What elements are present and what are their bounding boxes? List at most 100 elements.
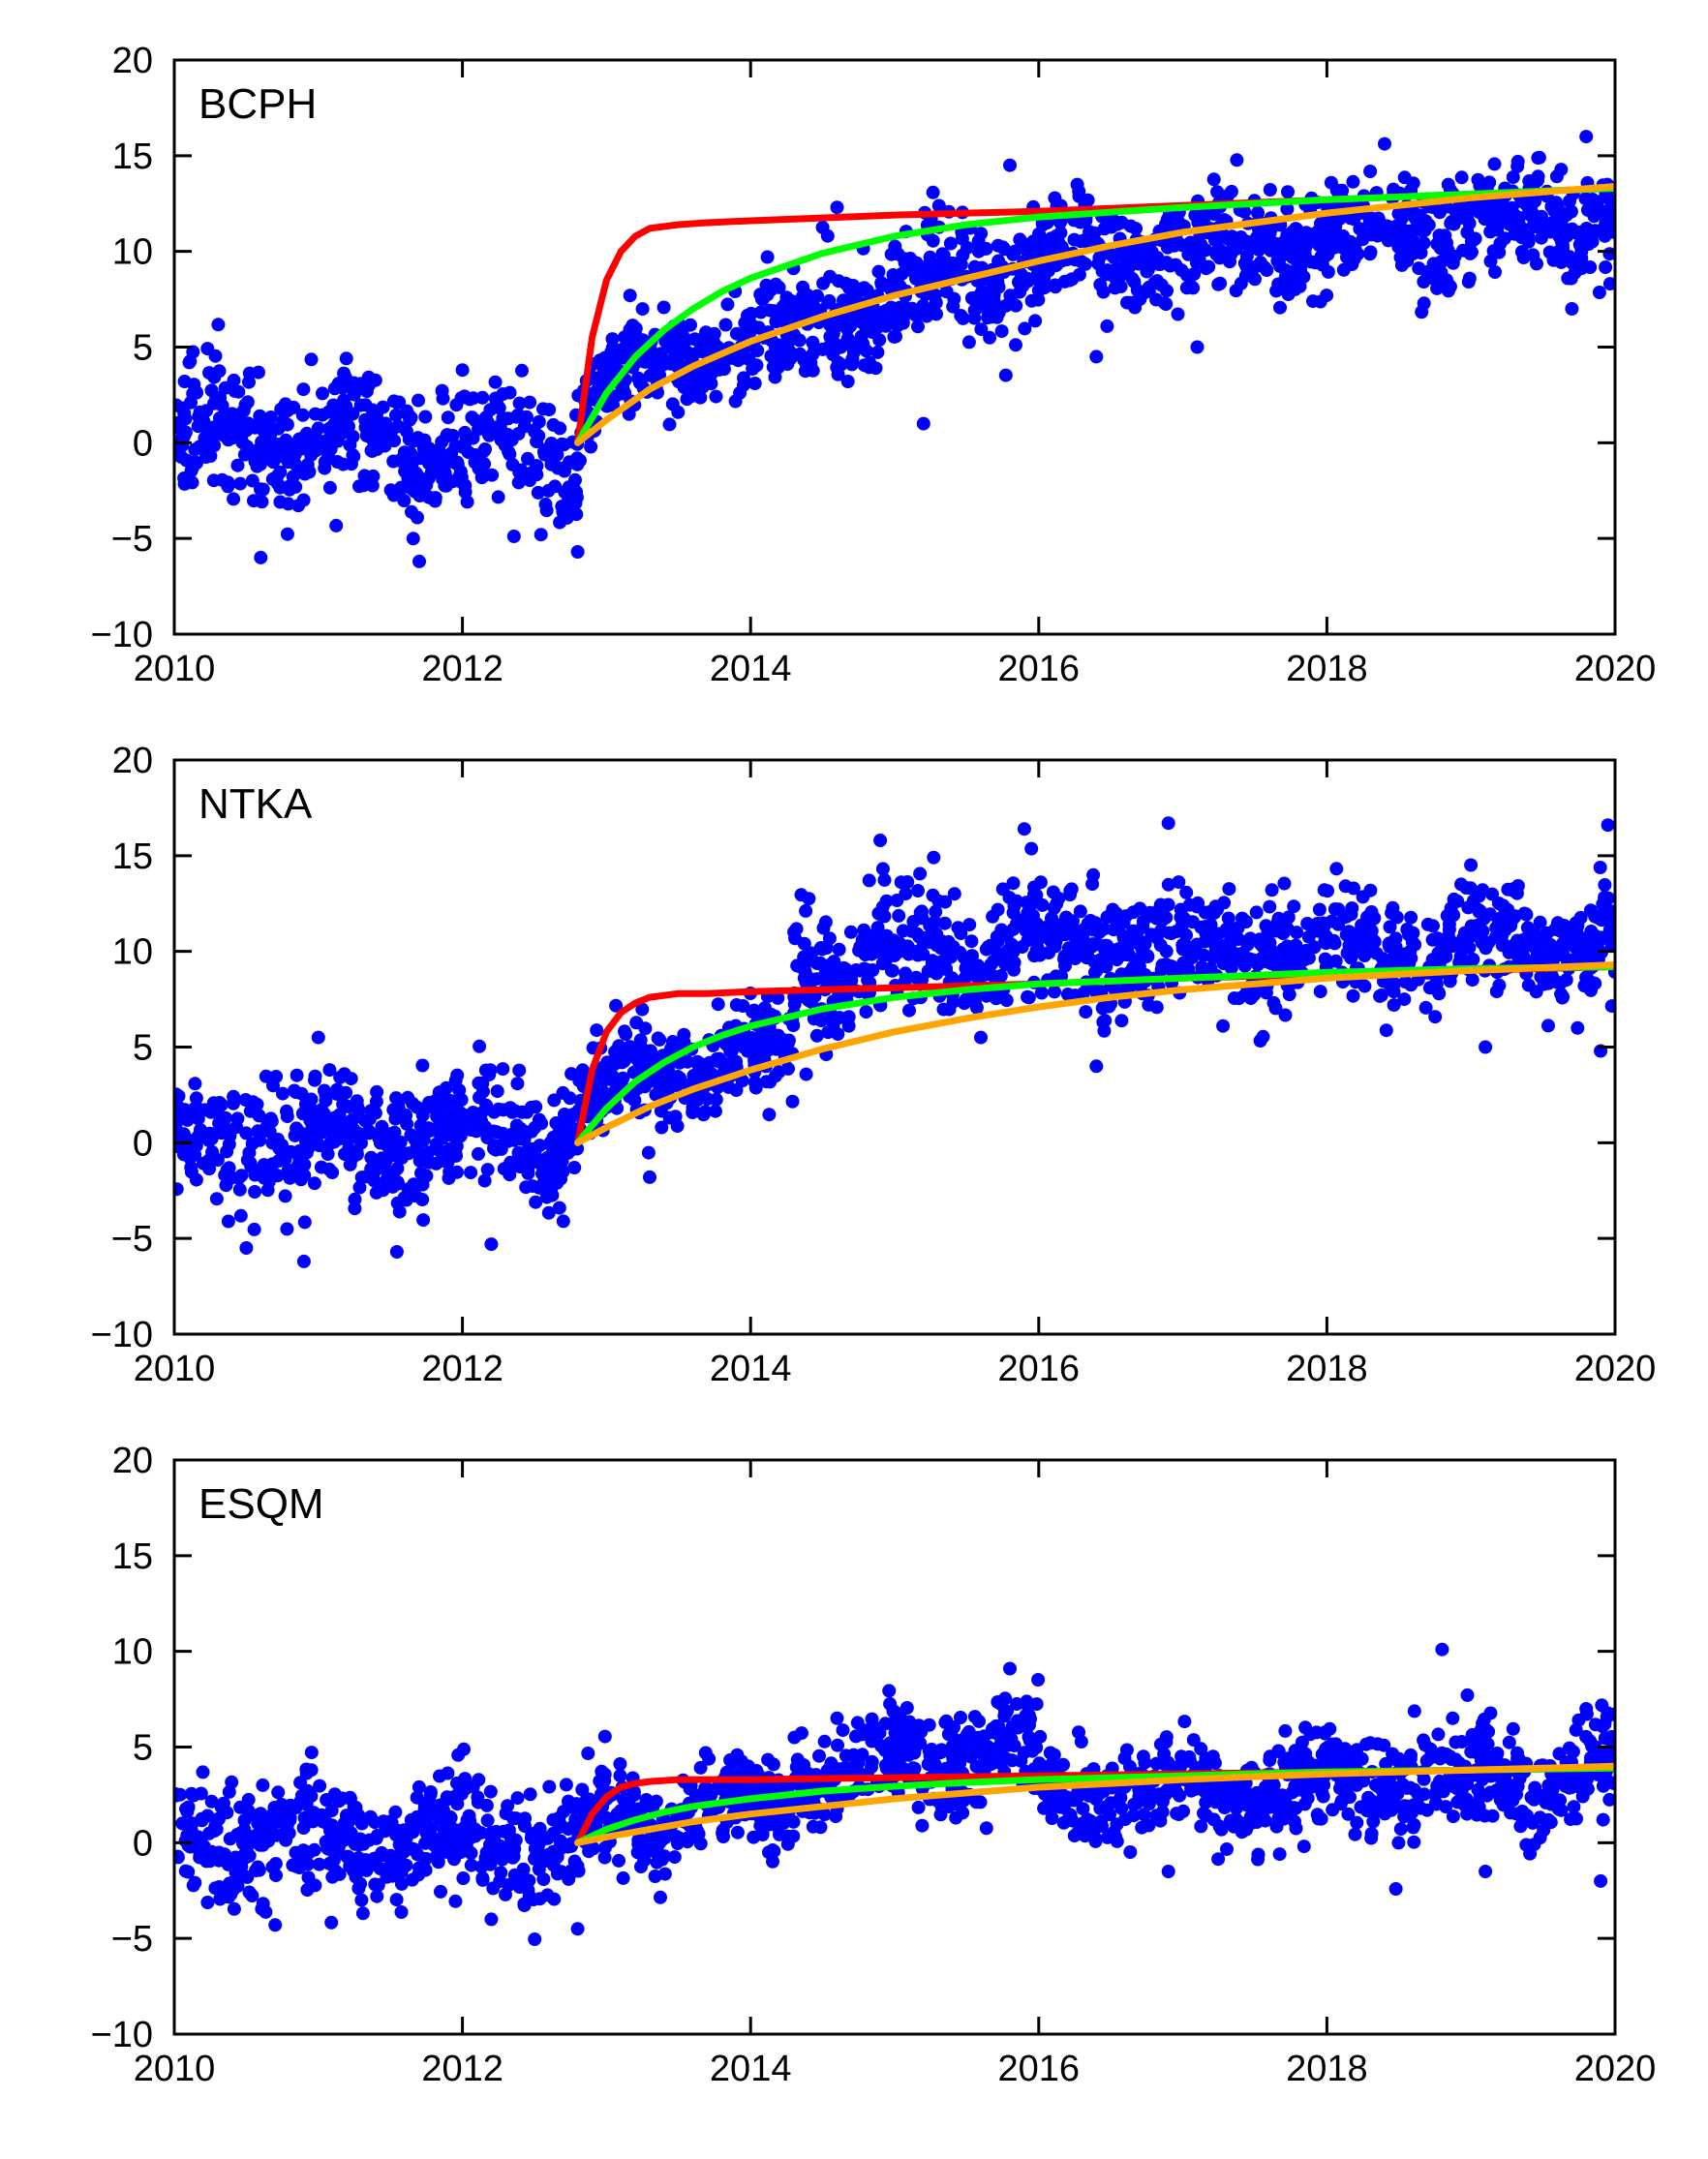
data-point [503, 1168, 517, 1182]
data-point [1235, 911, 1249, 926]
data-point [653, 1032, 667, 1047]
data-point [321, 405, 336, 419]
data-point [290, 1158, 305, 1172]
data-point [1514, 195, 1529, 209]
data-point [1345, 901, 1359, 915]
data-point [1519, 907, 1534, 922]
data-point [347, 383, 360, 398]
data-point [473, 1039, 487, 1053]
observation-points [174, 816, 1615, 1268]
data-point [472, 1076, 486, 1090]
data-point [433, 1769, 446, 1783]
data-point [245, 1889, 259, 1903]
data-point [772, 280, 786, 294]
station-label: BCPH [198, 80, 317, 128]
data-point [890, 894, 904, 907]
data-point [510, 1791, 525, 1806]
data-point [329, 518, 344, 532]
data-point [1088, 916, 1103, 930]
data-point [911, 1800, 926, 1814]
data-point [389, 408, 403, 422]
data-point [1007, 899, 1022, 913]
data-point [786, 1019, 801, 1033]
data-point [227, 1096, 240, 1110]
data-point [430, 463, 443, 477]
data-point [531, 485, 545, 500]
data-point [1521, 234, 1536, 249]
data-point [1399, 248, 1414, 261]
data-point [324, 1915, 339, 1930]
data-point [809, 1028, 824, 1043]
data-point [542, 1779, 557, 1794]
data-point [1478, 212, 1492, 227]
data-point [528, 1932, 542, 1946]
data-point [1544, 969, 1559, 983]
data-point [1483, 254, 1498, 268]
data-point [279, 1810, 293, 1825]
data-point [762, 1108, 777, 1122]
data-point [550, 1867, 564, 1881]
y-tick-label: 0 [133, 423, 153, 464]
data-point [1213, 276, 1228, 290]
data-point [892, 908, 906, 923]
data-point [338, 1132, 352, 1146]
data-point [1013, 913, 1027, 927]
data-point [573, 453, 587, 468]
data-point [174, 1117, 183, 1132]
data-point [1025, 1744, 1040, 1758]
data-point [822, 293, 837, 308]
data-point [1136, 920, 1150, 934]
data-point [985, 275, 999, 289]
data-point [333, 1070, 348, 1084]
data-point [292, 1143, 307, 1158]
y-tick-label: 20 [112, 741, 153, 781]
data-point [1495, 898, 1510, 913]
data-point [974, 1030, 988, 1045]
data-point [1587, 209, 1601, 224]
data-point [762, 1845, 776, 1860]
data-point [766, 1757, 780, 1772]
data-point [1574, 225, 1589, 239]
data-point [873, 834, 888, 847]
data-point [764, 1030, 778, 1045]
data-point [1604, 999, 1615, 1014]
data-point [247, 494, 260, 508]
data-point [1602, 277, 1615, 291]
data-point [278, 1189, 292, 1203]
data-point [560, 1122, 574, 1137]
data-point [1049, 258, 1063, 273]
data-point [1431, 986, 1446, 1000]
data-point [991, 238, 1005, 253]
data-point [286, 1858, 300, 1872]
data-point [227, 1901, 241, 1916]
data-point [1559, 973, 1573, 988]
data-point [1512, 223, 1527, 237]
data-point [610, 1807, 625, 1821]
data-point [1159, 297, 1174, 311]
data-point [517, 1899, 532, 1913]
data-point [398, 464, 412, 478]
data-point [979, 1821, 993, 1836]
data-point [1009, 338, 1022, 352]
data-point [799, 975, 813, 989]
data-point [1268, 1001, 1283, 1016]
data-point [1446, 1809, 1460, 1824]
data-point [362, 1126, 376, 1140]
data-point [341, 1849, 355, 1864]
data-point [533, 1821, 547, 1836]
data-point [220, 1163, 234, 1177]
data-point [962, 918, 977, 932]
data-point [1552, 228, 1567, 242]
data-point [242, 1807, 257, 1821]
data-point [177, 476, 192, 491]
data-point [189, 1172, 203, 1187]
data-point [366, 469, 381, 483]
data-point [1556, 948, 1571, 962]
data-point [1057, 274, 1072, 289]
data-point [174, 1849, 185, 1864]
data-point [440, 478, 453, 493]
data-point [371, 1878, 385, 1892]
data-point [787, 925, 802, 939]
data-point [544, 1181, 559, 1196]
data-point [204, 1794, 219, 1809]
